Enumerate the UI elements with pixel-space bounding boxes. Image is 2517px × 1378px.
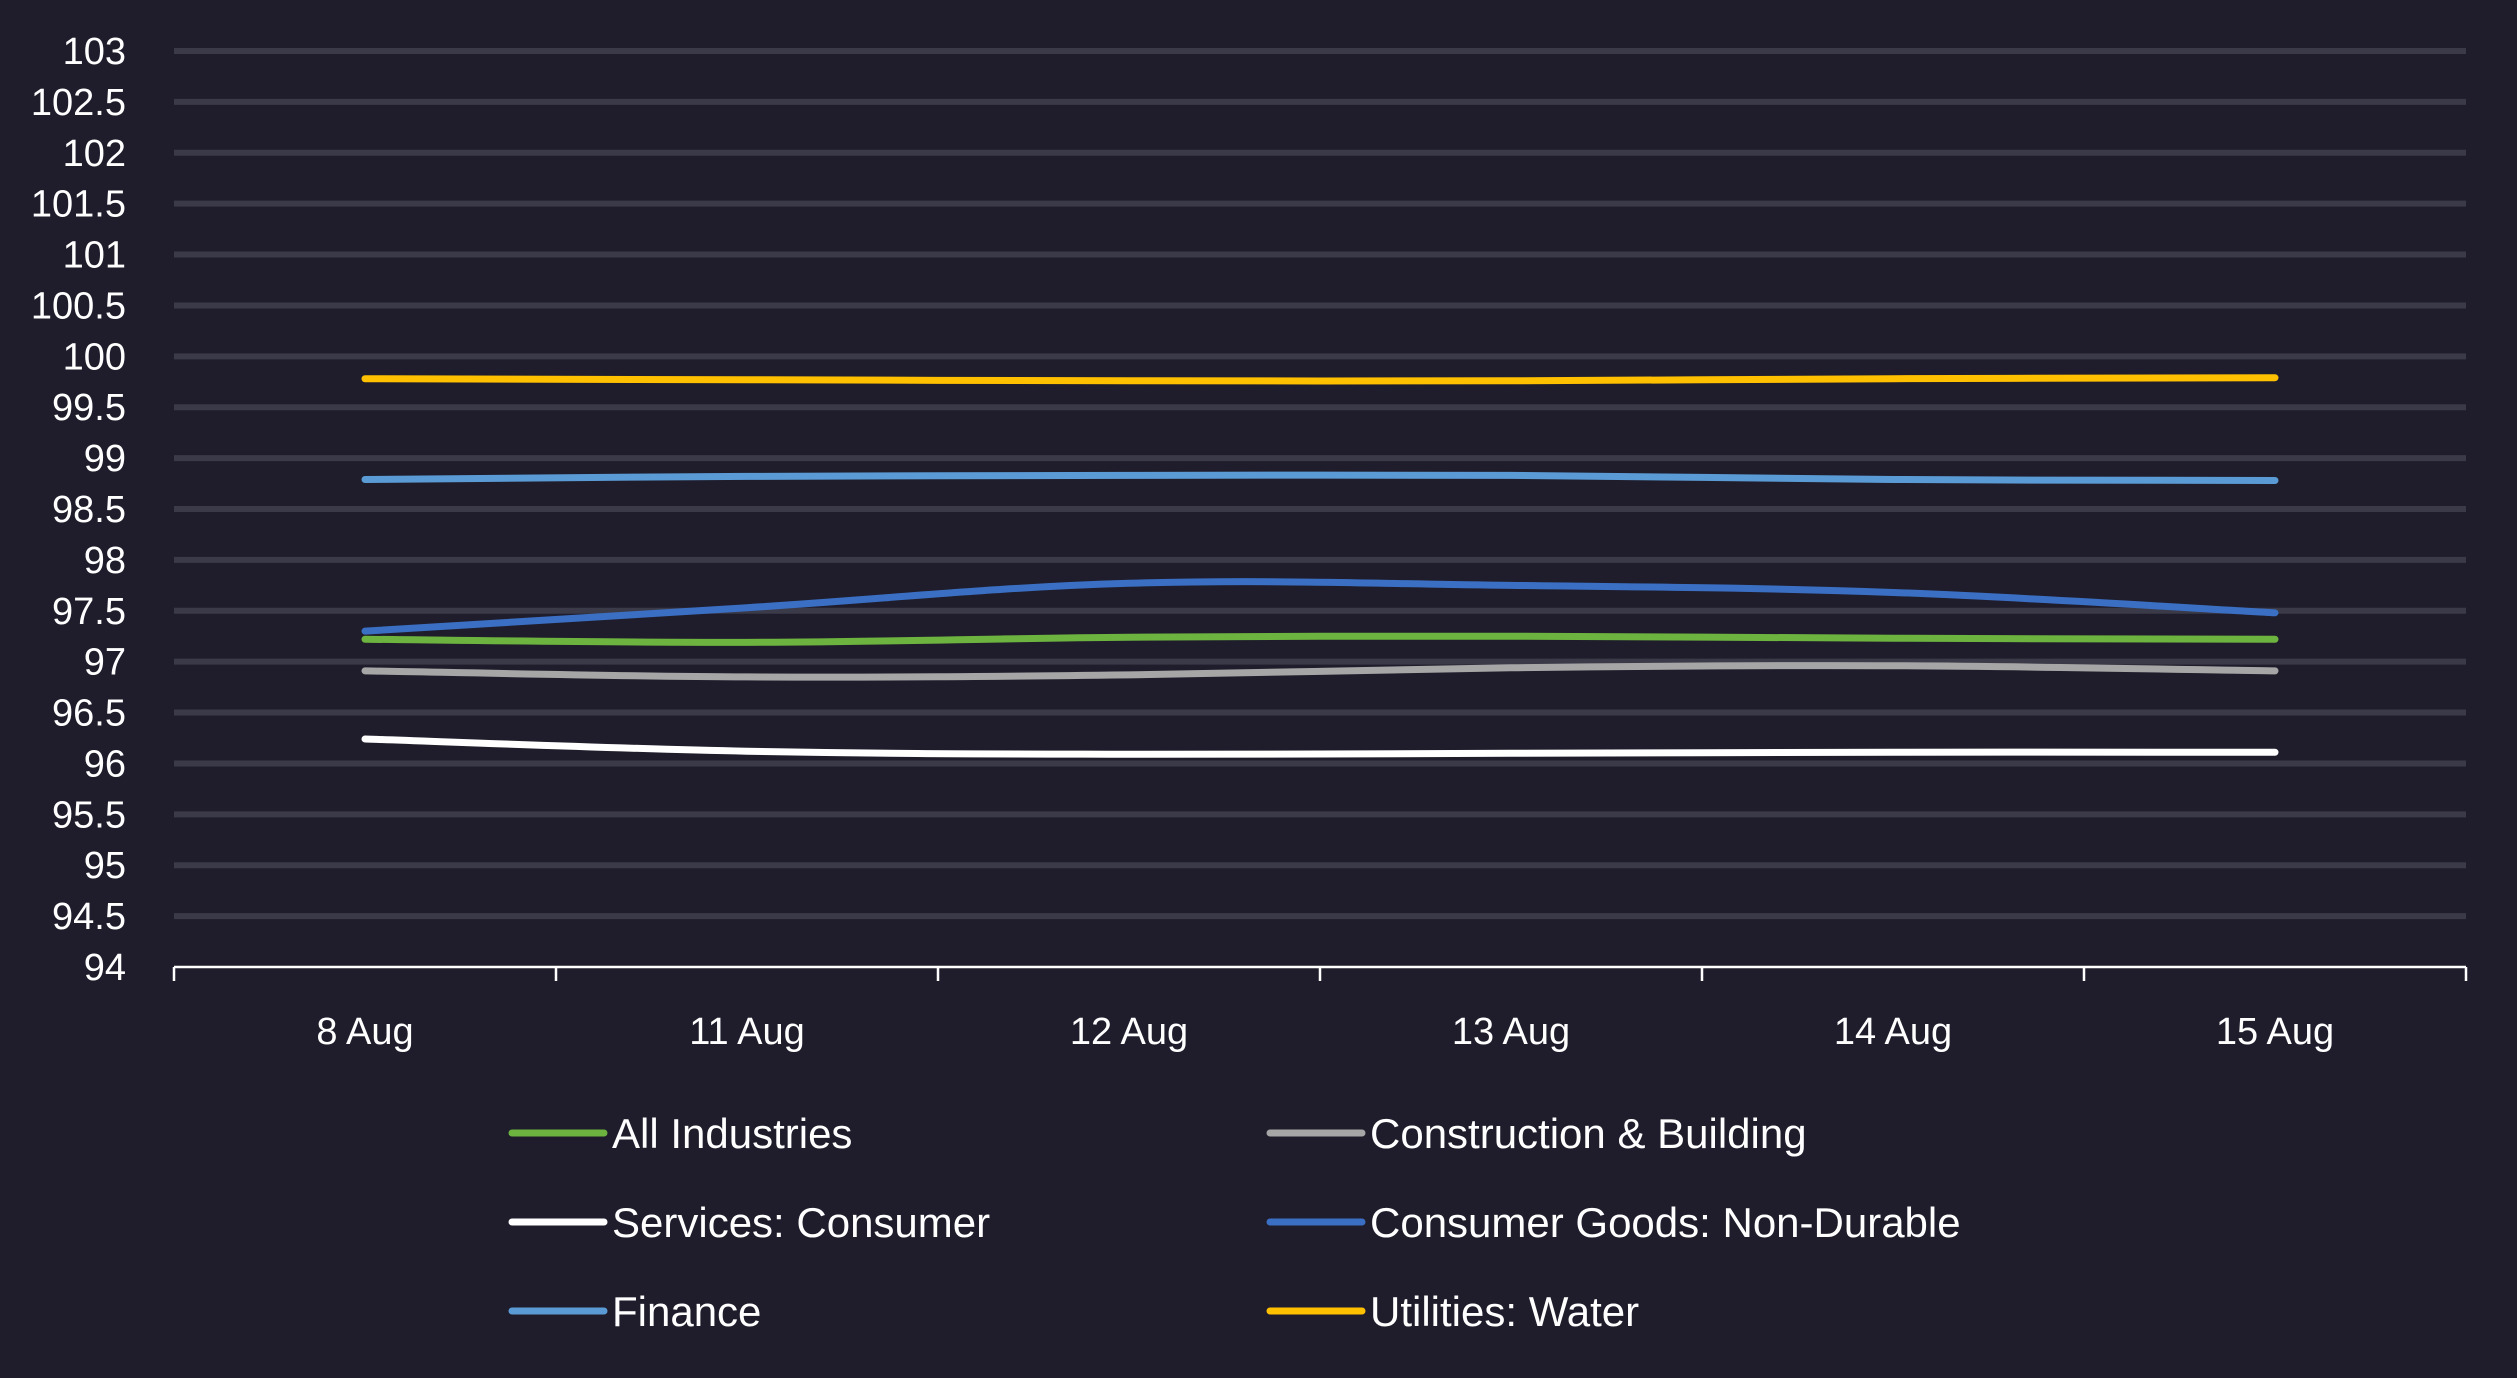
y-tick-label: 100.5 — [31, 285, 126, 327]
y-tick-label: 99 — [84, 438, 126, 480]
x-tick-label: 15 Aug — [2216, 1011, 2334, 1053]
y-tick-label: 102.5 — [31, 82, 126, 124]
series-line-finance — [361, 471, 2279, 485]
legend-item-services-consumer: Services: Consumer — [508, 1199, 990, 1246]
x-tick-label: 14 Aug — [1834, 1011, 1952, 1053]
legend-item-construction-building: Construction & Building — [1266, 1110, 1807, 1157]
y-tick-label: 103 — [63, 31, 126, 73]
x-tick-label: 12 Aug — [1070, 1011, 1188, 1053]
y-tick-label: 101 — [63, 235, 126, 277]
y-tick-label: 102 — [63, 133, 126, 175]
legend-label: All Industries — [612, 1110, 852, 1157]
y-tick-label: 96 — [84, 743, 126, 785]
x-tick-label: 8 Aug — [316, 1011, 413, 1053]
y-tick-label: 97.5 — [52, 591, 126, 633]
legend-item-all-industries: All Industries — [508, 1110, 852, 1157]
y-tick-label: 95.5 — [52, 794, 126, 836]
y-tick-label: 99.5 — [52, 387, 126, 429]
y-axis: 94 94.5 95 95.5 96 96.5 97 97.5 98 98.5 99 99.5 100 1… — [31, 31, 126, 989]
y-tick-label: 94 — [84, 947, 126, 989]
y-tick-label: 95 — [84, 845, 126, 887]
legend-item-consumer-goods-non-durable: Consumer Goods: Non-Durable — [1266, 1199, 1961, 1246]
legend-item-finance: Finance — [508, 1288, 761, 1335]
series-line-services-consumer — [361, 735, 2279, 758]
legend-label: Construction & Building — [1370, 1110, 1807, 1157]
gridlines — [174, 48, 2466, 920]
y-tick-label: 101.5 — [31, 184, 126, 226]
y-tick-label: 94.5 — [52, 896, 126, 938]
legend: All Industries Construction & Building Ser… — [508, 1110, 1961, 1335]
y-tick-label: 97 — [84, 642, 126, 684]
x-tick-label: 13 Aug — [1452, 1011, 1570, 1053]
y-tick-label: 98.5 — [52, 489, 126, 531]
series-line-all-industries — [361, 632, 2279, 646]
legend-label: Finance — [612, 1288, 761, 1335]
legend-label: Services: Consumer — [612, 1199, 990, 1246]
series-line-utilities-water — [361, 374, 2279, 385]
series-line-consumer-goods-non-durable — [361, 578, 2279, 635]
legend-label: Utilities: Water — [1370, 1288, 1639, 1335]
x-axis: 8 Aug 11 Aug 12 Aug 13 Aug 14 Aug 15 Aug — [172, 965, 2468, 1053]
y-tick-label: 98 — [84, 540, 126, 582]
legend-label: Consumer Goods: Non-Durable — [1370, 1199, 1961, 1246]
legend-item-utilities-water: Utilities: Water — [1266, 1288, 1639, 1335]
y-tick-label: 100 — [63, 336, 126, 378]
series-line-construction-building — [361, 662, 2279, 681]
y-tick-label: 96.5 — [52, 693, 126, 735]
x-tick-label: 11 Aug — [689, 1011, 805, 1053]
series-lines — [361, 374, 2279, 758]
